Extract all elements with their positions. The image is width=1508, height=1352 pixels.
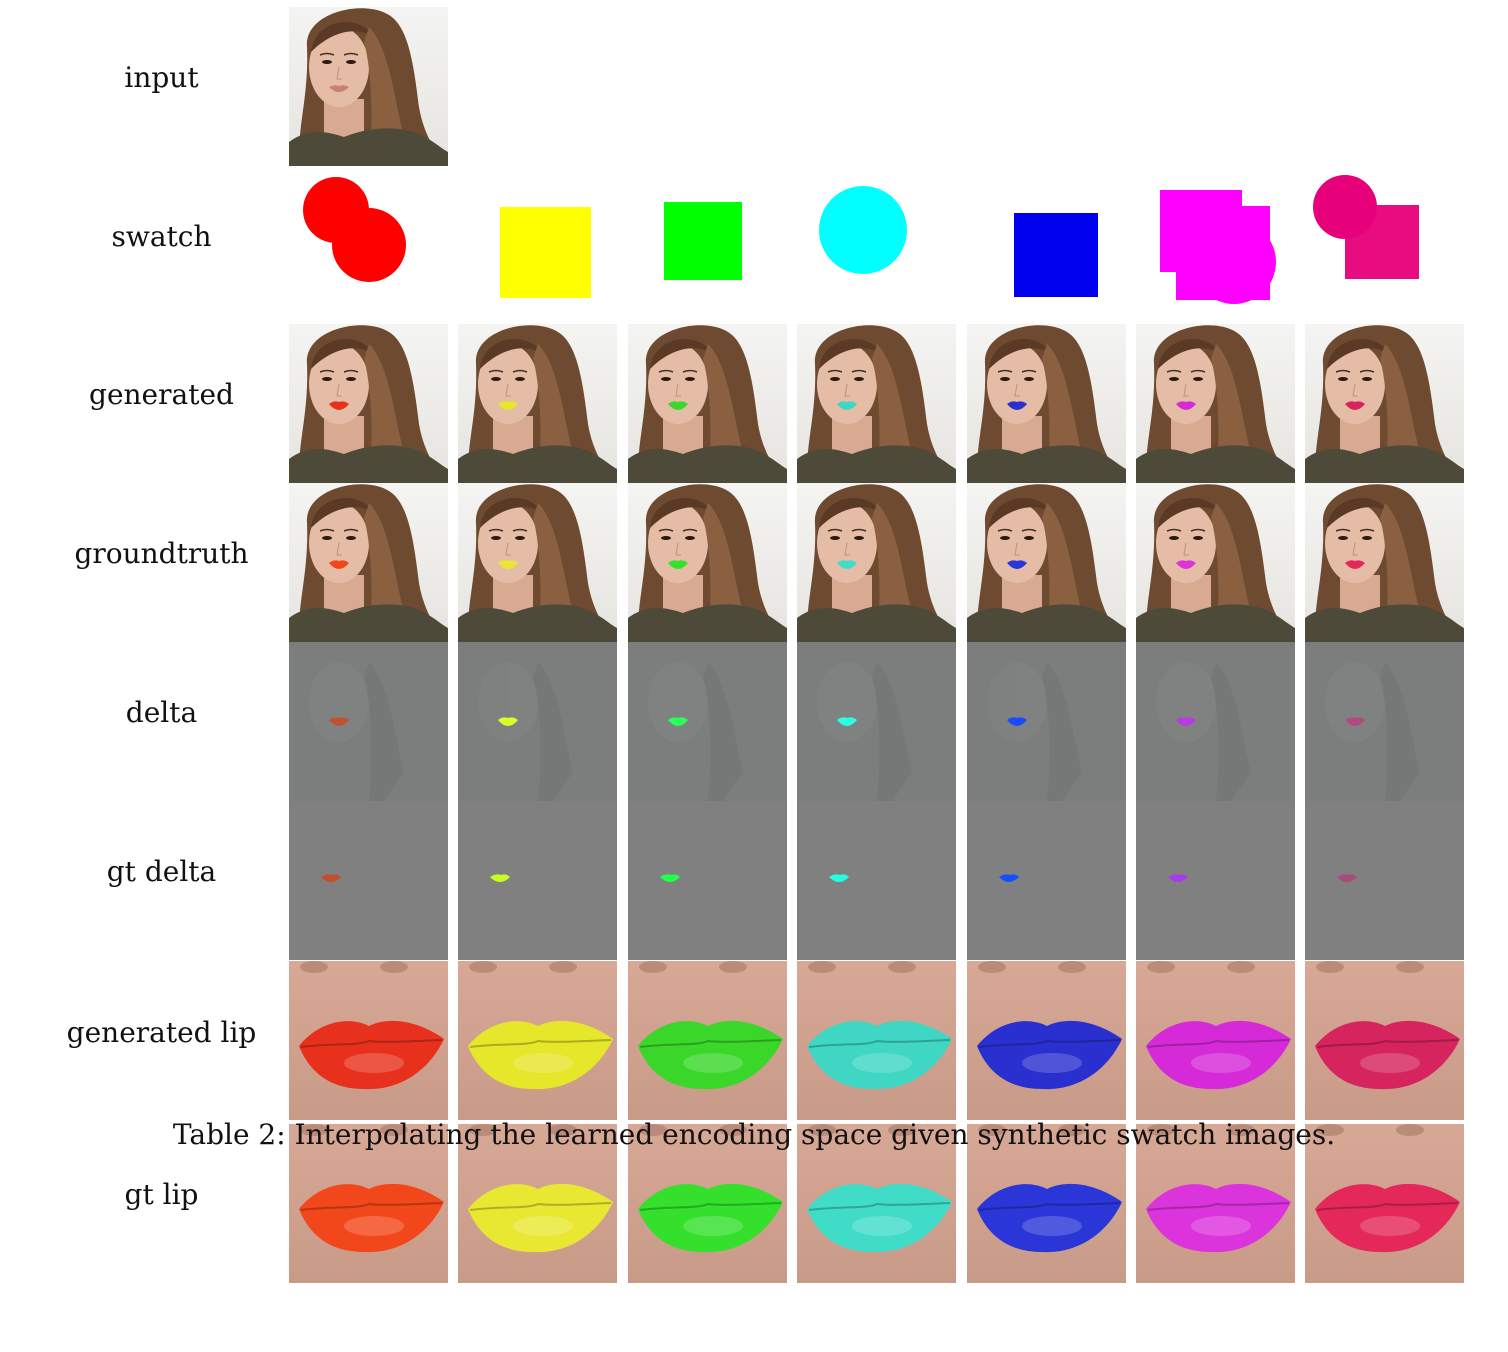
table-caption: Table 2: Interpolating the learned encod… (172, 1118, 1336, 1151)
generated-lip-image-3 (628, 961, 787, 1120)
swatch-image-5 (967, 172, 1126, 312)
swatch-image-7 (1305, 172, 1464, 312)
generated-image-7 (1305, 324, 1464, 483)
gt-delta-image-2 (458, 801, 617, 960)
swatch-image-4 (797, 172, 956, 312)
row-label-swatch: swatch (111, 220, 212, 253)
generated-lip-image-2 (458, 961, 617, 1120)
delta-image-7 (1305, 642, 1464, 801)
generated-lip-image-6 (1136, 961, 1295, 1120)
swatch-image-2 (458, 172, 617, 312)
generated-image-2 (458, 324, 617, 483)
delta-image-2 (458, 642, 617, 801)
generated-lip-image-5 (967, 961, 1126, 1120)
delta-image-1 (289, 642, 448, 801)
groundtruth-image-7 (1305, 483, 1464, 642)
swatch-image-6 (1136, 172, 1295, 312)
row-label-gt-delta: gt delta (106, 855, 217, 888)
gt-delta-image-1 (289, 801, 448, 960)
gt-lip-image-3 (628, 1124, 787, 1283)
generated-lip-image-1 (289, 961, 448, 1120)
groundtruth-image-1 (289, 483, 448, 642)
row-label-generated: generated (89, 378, 234, 411)
gt-delta-image-3 (628, 801, 787, 960)
generated-lip-image-4 (797, 961, 956, 1120)
row-label-gt-lip: gt lip (124, 1178, 199, 1211)
gt-lip-image-7 (1305, 1124, 1464, 1283)
gt-delta-image-6 (1136, 801, 1295, 960)
generated-image-1 (289, 324, 448, 483)
swatch-image-1 (289, 172, 448, 312)
generated-image-3 (628, 324, 787, 483)
gt-lip-image-4 (797, 1124, 956, 1283)
groundtruth-image-5 (967, 483, 1126, 642)
row-label-input: input (124, 61, 199, 94)
gt-delta-image-5 (967, 801, 1126, 960)
input-image-1 (289, 7, 448, 166)
groundtruth-image-4 (797, 483, 956, 642)
generated-lip-image-7 (1305, 961, 1464, 1120)
delta-image-5 (967, 642, 1126, 801)
gt-lip-image-6 (1136, 1124, 1295, 1283)
row-label-groundtruth: groundtruth (74, 537, 249, 570)
groundtruth-image-3 (628, 483, 787, 642)
groundtruth-image-2 (458, 483, 617, 642)
gt-delta-image-7 (1305, 801, 1464, 960)
row-label-delta: delta (125, 696, 198, 729)
delta-image-4 (797, 642, 956, 801)
row-label-generated-lip: generated lip (66, 1016, 257, 1049)
groundtruth-image-6 (1136, 483, 1295, 642)
gt-lip-image-1 (289, 1124, 448, 1283)
generated-image-4 (797, 324, 956, 483)
gt-lip-image-2 (458, 1124, 617, 1283)
gt-delta-image-4 (797, 801, 956, 960)
generated-image-6 (1136, 324, 1295, 483)
delta-image-6 (1136, 642, 1295, 801)
swatch-image-3 (628, 172, 787, 312)
generated-image-5 (967, 324, 1126, 483)
delta-image-3 (628, 642, 787, 801)
gt-lip-image-5 (967, 1124, 1126, 1283)
